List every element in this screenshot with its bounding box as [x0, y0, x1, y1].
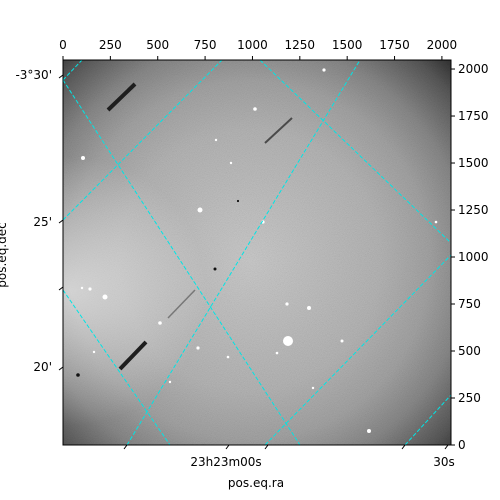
star: [307, 306, 311, 310]
star: [88, 287, 92, 291]
star: [322, 68, 326, 72]
top-tick-label: 1500: [332, 38, 363, 52]
star: [102, 294, 108, 300]
ra-tick: [444, 444, 449, 450]
wcs-grid-line: [126, 60, 361, 445]
dec-tick-label: 25': [33, 215, 52, 229]
right-tick-label: 0: [458, 438, 466, 452]
dark-spot: [76, 373, 80, 377]
sky-edge-glow: [63, 60, 451, 445]
top-pixel-axis: 0 250 500 750 1000 1250 1500 1750 2000: [59, 38, 457, 60]
star: [81, 156, 85, 160]
satellite-trail: [106, 82, 137, 112]
dark-spots: [76, 199, 240, 377]
wcs-grid: [63, 60, 451, 445]
wcs-grid-line: [404, 394, 451, 445]
right-tick-label: 500: [458, 344, 481, 358]
top-tick-label: 250: [99, 38, 122, 52]
ra-axis-label: pos.eq.ra: [228, 476, 284, 490]
star: [229, 161, 233, 165]
star: [92, 350, 96, 354]
star: [434, 220, 438, 224]
top-tick-label: 750: [194, 38, 217, 52]
wcs-grid-line: [63, 79, 301, 445]
star: [226, 355, 230, 359]
dec-tick-label: -3°30': [15, 68, 52, 82]
star: [367, 429, 371, 433]
ra-tick: [225, 444, 230, 450]
satellite-trail: [264, 117, 293, 144]
top-tick-label: 1750: [379, 38, 410, 52]
dec-axis-label: pos.eq.dec: [0, 222, 9, 287]
star: [283, 336, 293, 346]
satellite-trail: [118, 340, 148, 371]
dec-tick-label: 20': [33, 360, 52, 374]
stars: [80, 68, 438, 433]
star: [168, 380, 172, 384]
top-tick-label: 2000: [427, 38, 458, 52]
ra-tick: [123, 444, 128, 450]
dark-spot: [236, 199, 240, 203]
right-tick-label: 250: [458, 391, 481, 405]
top-tick-label: 1250: [285, 38, 316, 52]
wcs-grid-line: [63, 60, 223, 221]
right-tick-label: 750: [458, 297, 481, 311]
wcs-grid-line: [259, 60, 451, 244]
top-tick-label: 500: [146, 38, 169, 52]
plot-frame: [62, 59, 452, 446]
right-tick-label: 1500: [458, 156, 489, 170]
star: [311, 386, 315, 390]
right-tick-label: 1250: [458, 203, 489, 217]
star: [285, 302, 289, 306]
dec-tick: [58, 366, 64, 371]
top-tick-label: 1000: [237, 38, 268, 52]
ra-axis: 23h23m00s 30s pos.eq.ra: [123, 444, 455, 490]
right-tick-label: 1750: [458, 109, 489, 123]
ra-tick-label: 23h23m00s: [190, 455, 261, 469]
right-tick-label: 1000: [458, 250, 489, 264]
right-tick-label: 2000: [458, 62, 489, 76]
star: [158, 321, 162, 325]
star: [197, 207, 203, 213]
wcs-grid-line: [63, 289, 171, 445]
ra-tick-label: 30s: [433, 455, 455, 469]
ra-tick: [264, 444, 269, 450]
dec-tick: [58, 219, 64, 224]
star: [80, 286, 84, 290]
dec-tick: [58, 286, 64, 291]
star: [214, 138, 218, 142]
dark-spot: [213, 267, 217, 271]
wcs-grid-line: [63, 60, 83, 81]
star: [340, 339, 344, 343]
dec-tick: [58, 74, 64, 79]
star: [275, 351, 279, 355]
ra-tick: [401, 444, 406, 450]
top-tick-label: 0: [59, 38, 67, 52]
star: [196, 346, 200, 350]
sky-image: [63, 60, 451, 445]
satellite-trail: [167, 289, 196, 319]
star: [253, 107, 257, 111]
right-pixel-axis: 0 250 500 750 1000 1250 1500 1750 2000: [451, 62, 489, 452]
dec-axis: -3°30' 25' 20' pos.eq.dec: [0, 68, 64, 374]
wcs-grid-line: [264, 254, 451, 445]
